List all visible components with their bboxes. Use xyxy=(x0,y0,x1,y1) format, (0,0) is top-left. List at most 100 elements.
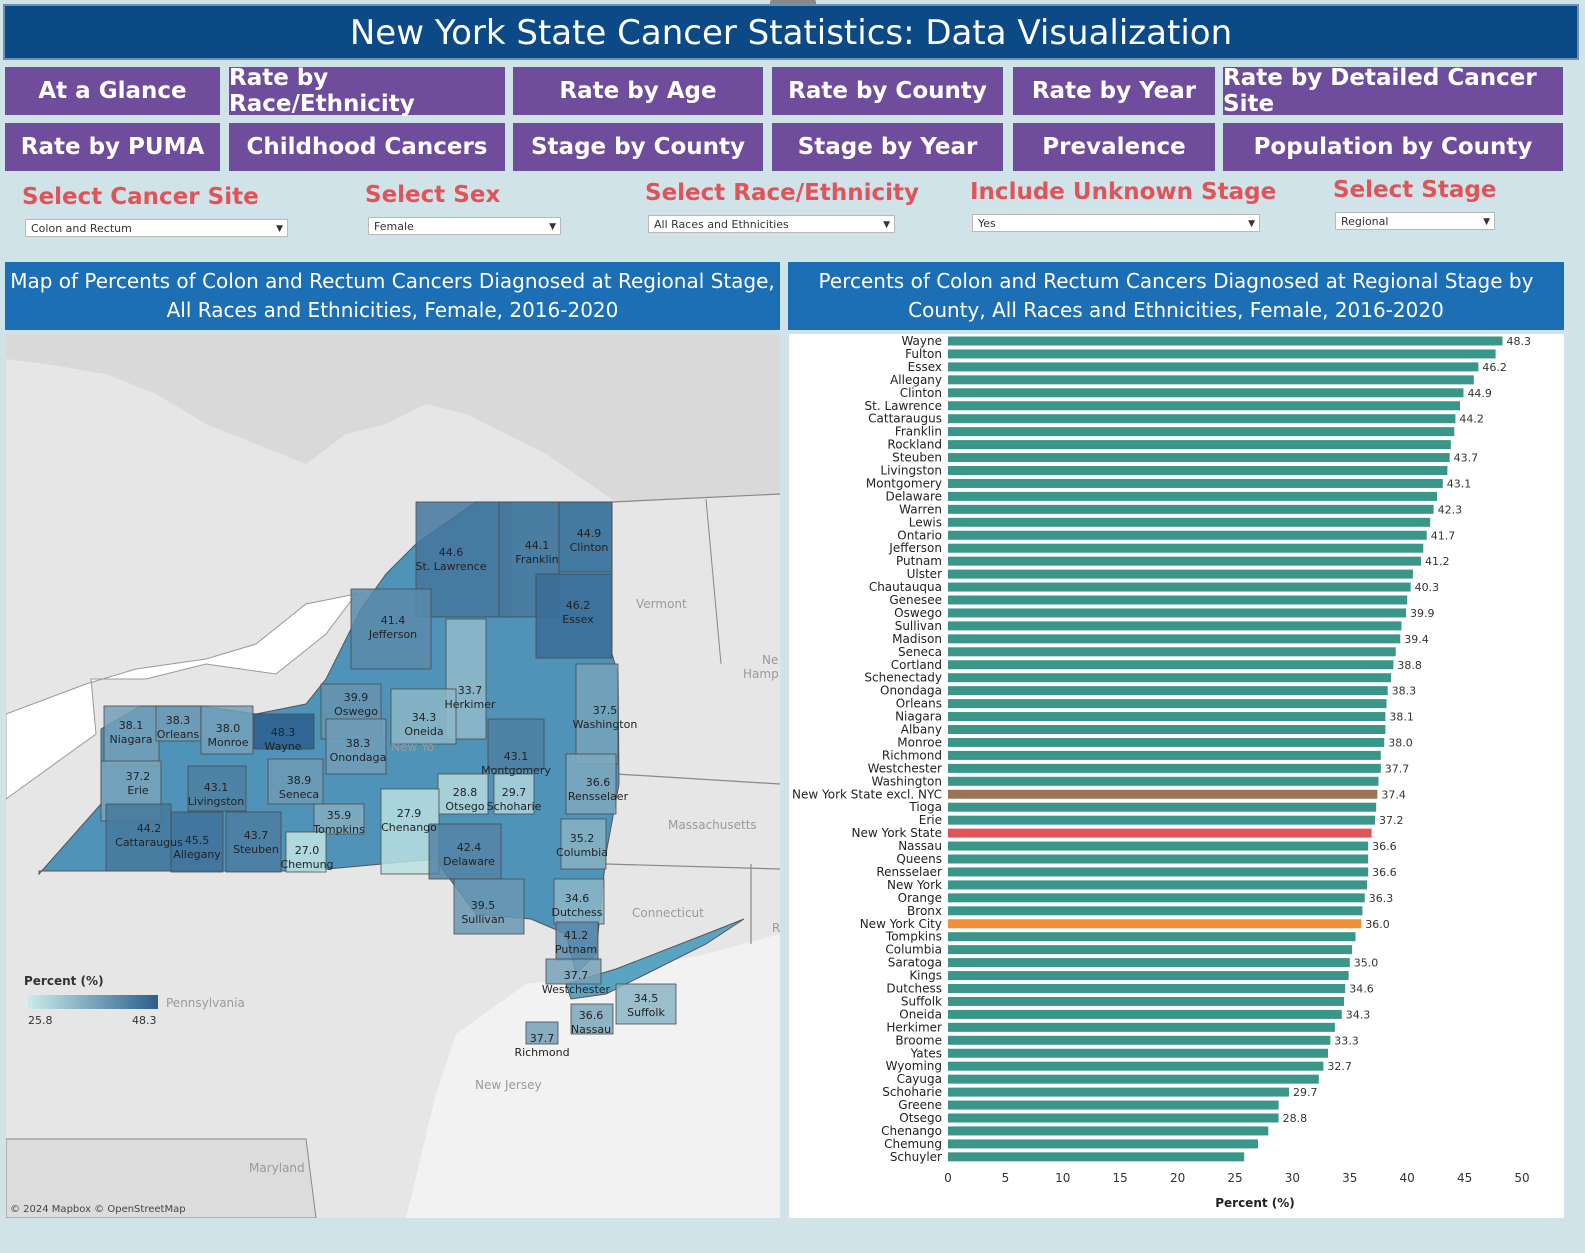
county-essex[interactable] xyxy=(535,573,613,659)
bar-rockland[interactable] xyxy=(948,440,1451,450)
county-monroe[interactable] xyxy=(200,705,254,755)
county-rensselaer[interactable] xyxy=(565,753,617,815)
bar-tioga[interactable] xyxy=(948,802,1377,812)
bar-kings[interactable] xyxy=(948,971,1349,981)
bar-montgomery[interactable] xyxy=(948,478,1443,488)
unknown-stage-dropdown[interactable]: Yes ▼ xyxy=(972,214,1260,232)
bar-dutchess[interactable] xyxy=(948,984,1346,993)
nav-button-rate-by-county[interactable]: Rate by County xyxy=(772,67,1003,115)
bar-schuyler[interactable] xyxy=(948,1152,1245,1162)
bar-westchester[interactable] xyxy=(948,763,1381,773)
bar-onondaga[interactable] xyxy=(948,686,1388,696)
bar-new-york-state[interactable] xyxy=(948,828,1372,838)
bar-cortland[interactable] xyxy=(948,660,1394,670)
bar-albany[interactable] xyxy=(948,725,1386,734)
bar-genesee[interactable] xyxy=(948,595,1408,605)
bar-oneida[interactable] xyxy=(948,1009,1342,1019)
nav-button-population-by-county[interactable]: Population by County xyxy=(1223,123,1563,171)
nav-button-stage-by-year[interactable]: Stage by Year xyxy=(772,123,1003,171)
county-nassau[interactable] xyxy=(570,1003,614,1035)
nav-button-rate-by-detailed-cancer-site[interactable]: Rate by Detailed Cancer Site xyxy=(1223,65,1563,117)
county-steuben[interactable] xyxy=(225,811,282,873)
county-oneida[interactable] xyxy=(390,688,457,745)
bar-livingston[interactable] xyxy=(948,466,1448,475)
bar-cattaraugus[interactable] xyxy=(948,414,1456,424)
bar-seneca[interactable] xyxy=(948,647,1396,657)
bar-chemung[interactable] xyxy=(948,1139,1258,1149)
bar-nassau[interactable] xyxy=(948,841,1369,851)
bar-new-york[interactable] xyxy=(948,880,1368,890)
bar-washington[interactable] xyxy=(948,776,1379,786)
county-chemung[interactable] xyxy=(285,831,327,873)
county-westchester[interactable] xyxy=(545,958,602,985)
county-onondaga[interactable] xyxy=(325,718,387,775)
bar-wyoming[interactable] xyxy=(948,1061,1324,1071)
county-clinton[interactable] xyxy=(558,501,613,573)
bar-cayuga[interactable] xyxy=(948,1074,1319,1084)
county-columbia[interactable] xyxy=(560,818,607,870)
county-dutchess[interactable] xyxy=(553,878,605,925)
bar-franklin[interactable] xyxy=(948,427,1455,437)
bar-sullivan[interactable] xyxy=(948,621,1402,631)
bar-herkimer[interactable] xyxy=(948,1022,1335,1032)
county-cattaraugus[interactable] xyxy=(105,803,172,872)
bar-greene[interactable] xyxy=(948,1100,1279,1110)
bar-clinton[interactable] xyxy=(948,388,1464,398)
county-sullivan[interactable] xyxy=(453,878,525,935)
county-niagara[interactable] xyxy=(103,705,160,767)
county-otsego[interactable] xyxy=(437,773,489,815)
county-montgomery[interactable] xyxy=(487,718,545,770)
county-delaware[interactable] xyxy=(428,823,502,880)
bar-tompkins[interactable] xyxy=(948,932,1356,942)
county-map[interactable]: 44.6 St. Lawrence 44.1 Franklin 44.9 Clinton 4… xyxy=(6,334,780,1218)
bar-niagara[interactable] xyxy=(948,712,1386,722)
nav-button-prevalence[interactable]: Prevalence xyxy=(1013,123,1215,171)
county-allegany[interactable] xyxy=(170,811,224,873)
county-livingston[interactable] xyxy=(187,765,247,812)
bar-madison[interactable] xyxy=(948,634,1401,644)
county-putnam[interactable] xyxy=(555,921,599,961)
bar-chenango[interactable] xyxy=(948,1126,1269,1136)
race-dropdown[interactable]: All Races and Ethnicities ▼ xyxy=(648,215,895,233)
bar-st-lawrence[interactable] xyxy=(948,401,1461,411)
bar-queens[interactable] xyxy=(948,854,1369,864)
bar-delaware[interactable] xyxy=(948,491,1438,501)
bar-warren[interactable] xyxy=(948,504,1434,514)
bar-orleans[interactable] xyxy=(948,699,1387,709)
bar-rensselaer[interactable] xyxy=(948,867,1369,877)
bar-putnam[interactable] xyxy=(948,556,1421,566)
bar-fulton[interactable] xyxy=(948,349,1496,359)
county-wayne[interactable] xyxy=(253,713,315,750)
sex-dropdown[interactable]: Female ▼ xyxy=(368,217,561,235)
county-washington[interactable] xyxy=(575,663,619,765)
nav-button-rate-by-puma[interactable]: Rate by PUMA xyxy=(5,123,220,171)
nav-button-rate-by-year[interactable]: Rate by Year xyxy=(1013,67,1215,115)
bar-suffolk[interactable] xyxy=(948,996,1345,1006)
bar-columbia[interactable] xyxy=(948,945,1353,955)
bar-chart[interactable]: Wayne 48.3 Fulton Essex 46.2 Allegany Clinton 4… xyxy=(789,334,1564,1218)
stage-dropdown[interactable]: Regional ▼ xyxy=(1335,212,1495,230)
bar-new-york-city[interactable] xyxy=(948,919,1362,929)
bar-ontario[interactable] xyxy=(948,530,1427,540)
county-suffolk[interactable] xyxy=(615,983,677,1025)
bar-broome[interactable] xyxy=(948,1035,1331,1045)
bar-otsego[interactable] xyxy=(948,1113,1279,1123)
bar-saratoga[interactable] xyxy=(948,958,1350,968)
bar-schenectady[interactable] xyxy=(948,673,1392,683)
county-seneca[interactable] xyxy=(267,758,324,805)
county-schoharie[interactable] xyxy=(493,773,535,815)
bar-yates[interactable] xyxy=(948,1048,1328,1058)
nav-button-rate-by-age[interactable]: Rate by Age xyxy=(513,67,763,115)
county-tompkins[interactable] xyxy=(313,803,365,835)
bar-jefferson[interactable] xyxy=(948,543,1424,553)
bar-erie[interactable] xyxy=(948,815,1376,825)
bar-new-york-state-excl-nyc[interactable] xyxy=(948,789,1378,799)
cancer-site-dropdown[interactable]: Colon and Rectum ▼ xyxy=(25,219,288,237)
county-jefferson[interactable] xyxy=(350,588,432,670)
bar-ulster[interactable] xyxy=(948,569,1413,579)
nav-button-rate-by-race-ethnicity[interactable]: Rate by Race/Ethnicity xyxy=(229,65,505,117)
bar-lewis[interactable] xyxy=(948,517,1431,527)
bar-essex[interactable] xyxy=(948,362,1479,372)
bar-oswego[interactable] xyxy=(948,608,1407,618)
bar-allegany[interactable] xyxy=(948,375,1474,385)
